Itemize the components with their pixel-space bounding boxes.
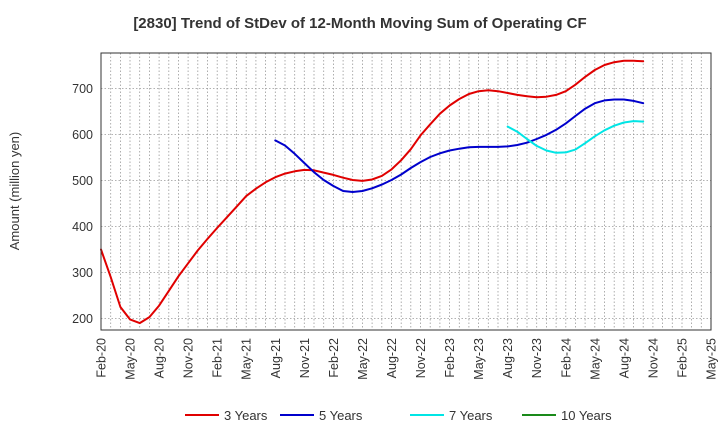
x-tick-label: Nov-24 [646, 338, 660, 378]
series-line-5-years [274, 98, 645, 193]
y-tick-label: 700 [72, 82, 93, 96]
x-tick-label: May-25 [705, 338, 719, 380]
x-tick-labels: Feb-20 May-20 Aug-20 Nov-20 Feb-21 May-21 Aug-… [95, 338, 719, 380]
x-tick-label: Nov-23 [530, 338, 544, 378]
y-tick-label: 400 [72, 220, 93, 234]
legend: 3 Years 5 Years 7 Years 10 Years [185, 408, 612, 423]
x-tick-label: May-21 [240, 338, 254, 380]
legend-label: 3 Years [224, 408, 268, 423]
chart-title: [2830] Trend of StDev of 12-Month Moving… [133, 15, 586, 32]
x-tick-label: Nov-20 [182, 338, 196, 378]
legend-label: 10 Years [561, 408, 612, 423]
x-tick-label: Feb-25 [676, 338, 690, 378]
series-line-7-years [506, 120, 645, 154]
x-tick-label: Aug-20 [153, 338, 167, 378]
x-tick-label: May-20 [124, 338, 138, 380]
x-tick-label: Aug-23 [501, 338, 515, 378]
x-tick-label: Aug-21 [269, 338, 283, 378]
y-tick-label: 500 [72, 174, 93, 188]
x-tick-label: May-23 [472, 338, 486, 380]
y-tick-label: 200 [72, 312, 93, 326]
series-lines [100, 59, 645, 325]
y-tick-label: 600 [72, 128, 93, 142]
x-tick-label: Feb-24 [559, 338, 573, 378]
series-line-3-years [100, 59, 645, 325]
y-tick-label: 300 [72, 266, 93, 280]
x-tick-label: Nov-21 [298, 338, 312, 378]
grid [101, 53, 711, 330]
x-tick-label: Feb-20 [95, 338, 109, 378]
x-tick-label: Nov-22 [414, 338, 428, 378]
legend-label: 5 Years [319, 408, 363, 423]
plot-frame [100, 52, 712, 331]
x-tick-label: May-24 [588, 338, 602, 380]
legend-label: 7 Years [449, 408, 493, 423]
x-tick-label: Feb-21 [211, 338, 225, 378]
x-tick-label: May-22 [356, 338, 370, 380]
x-tick-label: Feb-23 [443, 338, 457, 378]
x-tick-label: Aug-22 [385, 338, 399, 378]
y-axis-label: Amount (million yen) [7, 132, 22, 251]
x-tick-label: Feb-22 [327, 338, 341, 378]
y-tick-labels: 200 300 400 500 600 700 [72, 82, 93, 326]
x-tick-label: Aug-24 [617, 338, 631, 378]
